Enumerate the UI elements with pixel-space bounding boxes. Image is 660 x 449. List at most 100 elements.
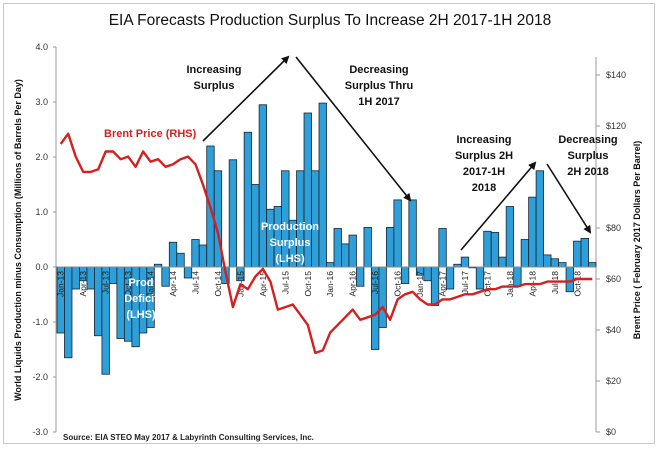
y-tick-label: -3.0: [32, 427, 48, 437]
y-axis-label: World Liquids Production minus Consumpti…: [13, 79, 23, 401]
annotation-line: 2H 2018: [567, 166, 609, 178]
annotation-line: 2017-1H: [463, 166, 505, 178]
x-tick-label: Jan-16: [325, 271, 335, 297]
annotation-line: 1H 2017: [358, 96, 400, 108]
bar: [483, 230, 492, 268]
annotation-increasing-surplus-2h2017: Increasing Surplus 2H 2017-1H 2018: [455, 134, 513, 194]
annotation-line: Surplus: [568, 150, 609, 162]
bar: [363, 226, 372, 268]
x-tick-label: Apr-15: [258, 271, 268, 297]
chart-frame: [3, 3, 655, 444]
x-tick-label: Jul-15: [280, 271, 290, 294]
left-axis: 4.0 3.0 2.0 1.0 0.0 -1.0 -2.0 -3.0: [32, 42, 57, 437]
bar: [318, 102, 327, 268]
y-tick-label: -1.0: [32, 317, 48, 327]
annotation-line: Decreasing: [558, 134, 617, 146]
bar: [311, 170, 320, 268]
right-axis: $140 $120 $80 $60 $40 $20 $0: [595, 57, 626, 437]
bar: [198, 244, 208, 268]
bar: [251, 184, 260, 268]
bar: [243, 131, 253, 268]
bar: [341, 243, 350, 268]
bar: [176, 252, 185, 268]
annotation-line: Increasing: [186, 64, 241, 76]
x-tick-label: Jan-13: [56, 271, 66, 297]
bar: [228, 159, 238, 268]
annotation-line: Surplus 2H: [455, 150, 513, 162]
bar: [505, 206, 515, 268]
y-tick-label: 0.0: [35, 262, 48, 272]
bar: [393, 199, 402, 268]
arrow-up-icon: [202, 55, 290, 142]
deficit-label-line: Deficit: [124, 293, 158, 305]
x-tick-label: Jan-14: [146, 271, 156, 297]
bar: [528, 196, 537, 268]
annotation-line: Surplus Thru: [345, 80, 413, 92]
bar: [588, 262, 597, 268]
x-tick-label: Apr-13: [78, 271, 88, 297]
y2-tick-label: $140: [606, 70, 626, 80]
arrow-down-icon: [295, 56, 412, 202]
annotation-increasing-surplus: Increasing Surplus: [186, 64, 241, 92]
annotation-line: Decreasing: [349, 64, 408, 76]
brent-line-series: [59, 132, 593, 355]
x-tick-label: Jul-13: [101, 271, 111, 294]
bar: [580, 237, 589, 268]
x-tick-label: Jul-16: [370, 271, 380, 294]
x-tick-label: Apr-14: [168, 271, 178, 297]
x-tick-label: Apr-16: [348, 271, 358, 297]
bar: [550, 258, 559, 268]
bar: [535, 170, 544, 268]
y-tick-label: 3.0: [35, 97, 48, 107]
y2-tick-label: $0: [606, 427, 616, 437]
annotation-line: 2018: [472, 182, 496, 194]
y2-tick-label: $20: [606, 376, 621, 386]
x-tick-label: Jul-14: [191, 271, 201, 294]
annotation-decreasing-surplus-2h2018: Decreasing Surplus 2H 2018: [558, 134, 617, 178]
y2-tick-label: $80: [606, 223, 621, 233]
y2-tick-label: $120: [606, 121, 626, 131]
deficit-label-line: (LHS): [126, 309, 156, 321]
x-tick-label: Jul-17: [460, 271, 470, 294]
bar: [348, 234, 357, 268]
annotation-decreasing-surplus-1h2017: Decreasing Surplus Thru 1H 2017: [345, 64, 413, 108]
x-tick-label: Oct-18: [572, 271, 582, 297]
bar-series: [56, 102, 597, 375]
surplus-label: Production Surplus (LHS): [261, 221, 319, 265]
x-tick-label: Oct-15: [303, 271, 313, 297]
bar: [408, 199, 417, 268]
y-tick-label: 1.0: [35, 207, 48, 217]
y-tick-label: 2.0: [35, 152, 48, 162]
bar: [258, 104, 268, 268]
surplus-label-line: Production: [261, 221, 319, 233]
bar: [385, 226, 395, 268]
annotation-line: Increasing: [456, 134, 511, 146]
chart-title: EIA Forecasts Production Surplus To Incr…: [109, 12, 552, 29]
y2-axis-label: Brent Price ( February 2017 Dollars Per …: [632, 141, 642, 340]
x-tick-label: Jan-18: [505, 271, 515, 297]
y2-tick-label: $60: [606, 274, 621, 284]
bar: [333, 228, 342, 268]
bar: [520, 239, 530, 268]
annotation-line: Surplus: [194, 80, 235, 92]
x-tick-label: Oct-14: [213, 271, 223, 297]
bar: [573, 240, 582, 268]
x-tick-label: Apr-17: [438, 271, 448, 297]
arrow-up-icon: [460, 161, 537, 251]
brent-price-line: [59, 132, 593, 355]
x-tick-label: Oct-13: [123, 271, 133, 297]
bar: [438, 228, 447, 268]
source-note: Source: EIA STEO May 2017 & Labyrinth Co…: [63, 433, 314, 442]
brent-series-label: Brent Price (RHS): [104, 128, 197, 140]
bar: [543, 254, 552, 268]
deficit-label: Prod Deficit (LHS): [124, 277, 158, 321]
deficit-label-line: Prod: [128, 277, 153, 289]
arrow-down-icon: [546, 163, 592, 234]
surplus-label-line: (LHS): [275, 253, 305, 265]
bar: [460, 256, 470, 268]
x-tick-label: Jan-17: [415, 271, 425, 297]
surplus-label-line: Surplus: [270, 237, 311, 249]
bar: [498, 256, 507, 268]
bar: [191, 239, 200, 268]
